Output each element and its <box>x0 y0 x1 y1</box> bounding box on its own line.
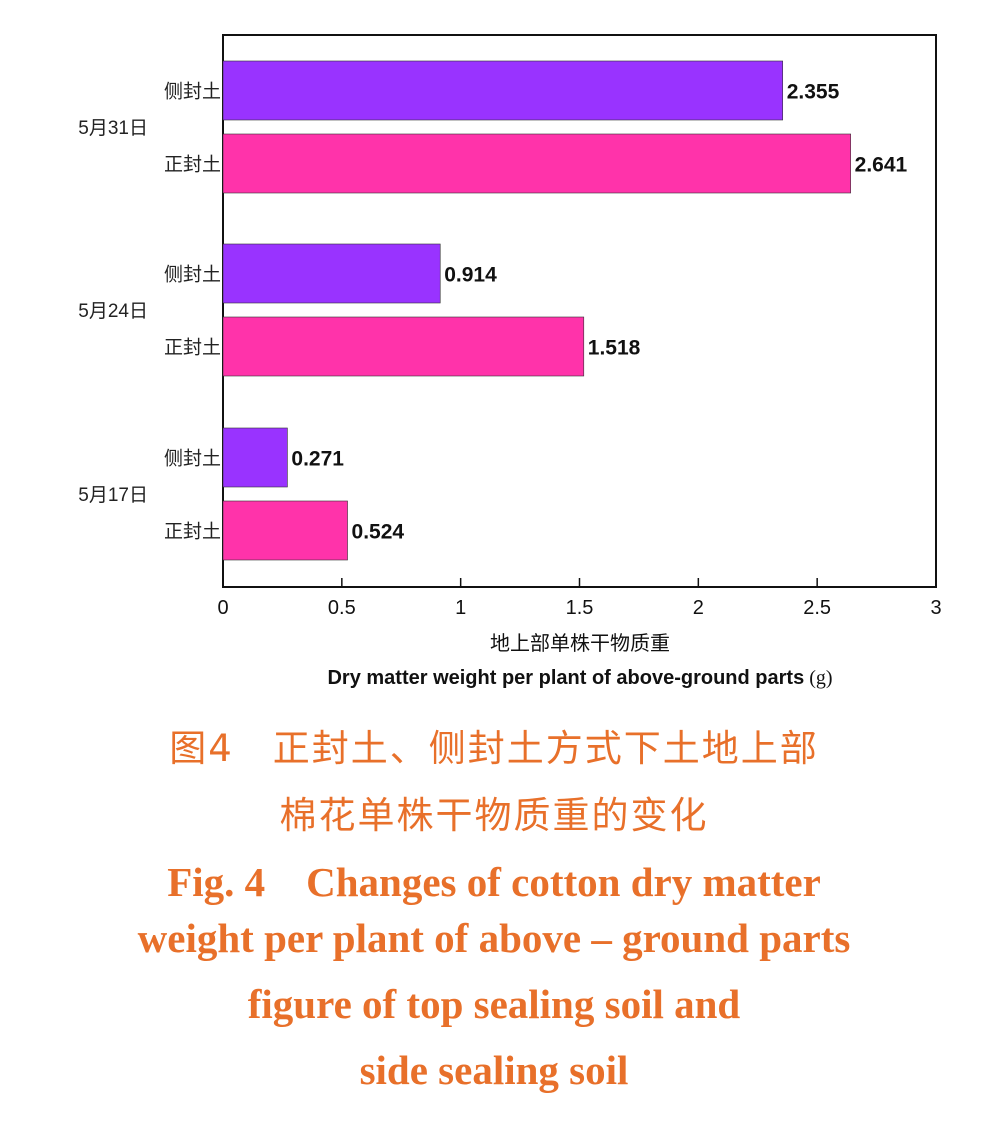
bar <box>222 316 585 377</box>
caption-en-line-4: side sealing soil <box>359 1047 629 1093</box>
x-tick-label: 1 <box>455 597 466 619</box>
x-tick-label: 0.5 <box>328 597 356 619</box>
caption-en-line-1: Fig. 4 Changes of cotton dry matter <box>167 859 821 905</box>
data-label: 0.524 <box>352 521 405 544</box>
caption-en-line-3: figure of top sealing soil and <box>247 981 741 1027</box>
x-axis-label-en: Dry matter weight per plant of above-gro… <box>327 667 832 689</box>
x-axis-label-en-text: Dry matter weight per plant of above-gro… <box>327 667 804 689</box>
x-axis-label-cn: 地上部单株干物质重 <box>490 631 670 655</box>
bar-chart: 2.355 侧封土 2.641 正封土 5月31日 0.914 侧封土 1.518 正封土 5月2… <box>78 34 942 689</box>
category-label: 正封土 <box>164 521 221 543</box>
bar <box>222 133 851 194</box>
bar <box>222 60 784 121</box>
category-label: 侧封土 <box>164 264 221 286</box>
data-label: 0.914 <box>444 264 497 287</box>
caption-cn-line-1: 图4 正封土、侧封土方式下土地上部 <box>169 727 819 770</box>
data-label: 2.355 <box>787 81 840 104</box>
caption-cn-line-2: 棉花单株干物质重的变化 <box>279 794 709 837</box>
x-tick-label: 0 <box>217 597 228 619</box>
data-label: 1.518 <box>588 337 641 360</box>
x-tick-label: 1.5 <box>566 597 594 619</box>
group-label: 5月31日 <box>78 118 148 139</box>
bar <box>222 243 441 304</box>
bars-layer: 2.355 侧封土 2.641 正封土 5月31日 0.914 侧封土 1.518 正封土 5月2… <box>78 60 908 561</box>
group-label: 5月17日 <box>78 485 148 506</box>
x-tick-label: 2.5 <box>803 597 831 619</box>
category-label: 正封土 <box>164 154 221 176</box>
data-label: 2.641 <box>855 154 908 177</box>
x-tick-label: 2 <box>693 597 704 619</box>
category-label: 侧封土 <box>164 448 221 470</box>
axis-layer: 0 0.5 1 1.5 2 2.5 3 <box>217 578 942 619</box>
bar <box>222 500 348 561</box>
data-label: 0.271 <box>291 448 344 471</box>
bar <box>222 427 288 488</box>
x-axis-unit: (g) <box>809 667 832 689</box>
caption-en-line-2: weight per plant of above – ground parts <box>137 915 851 961</box>
x-tick-label: 3 <box>930 597 941 619</box>
category-label: 侧封土 <box>164 81 221 103</box>
group-label: 5月24日 <box>78 301 148 322</box>
category-label: 正封土 <box>164 337 221 359</box>
